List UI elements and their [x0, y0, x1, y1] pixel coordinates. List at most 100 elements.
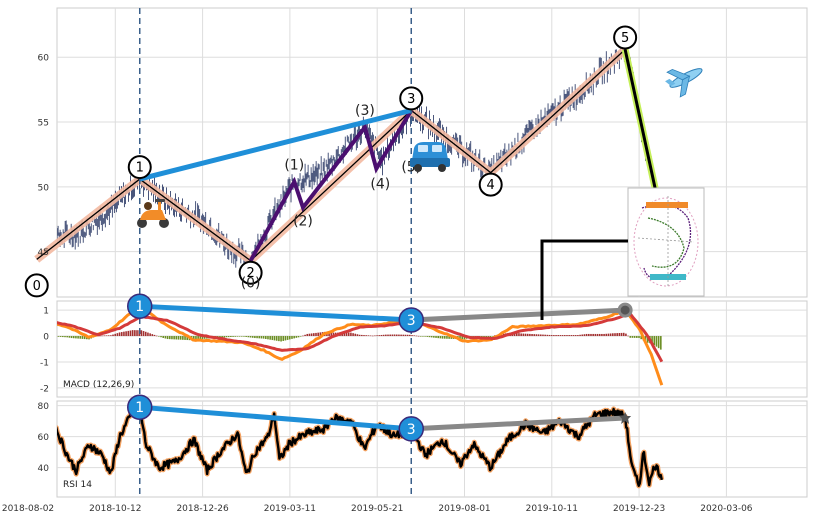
y-tick-label: -1 — [40, 358, 49, 368]
histogram-bar — [609, 333, 612, 337]
x-tick-label: 2020-03-06 — [700, 504, 753, 514]
histogram-bar — [319, 332, 322, 337]
histogram-bar — [544, 334, 546, 337]
histogram-bar — [49, 336, 51, 337]
histogram-bar — [186, 336, 189, 341]
x-tick-label: 2018-08-02 — [2, 504, 54, 514]
histogram-bar — [406, 334, 409, 337]
histogram-bar — [317, 332, 319, 337]
histogram-bar — [542, 334, 544, 337]
histogram-bar — [404, 334, 407, 337]
histogram-bar — [430, 336, 433, 338]
histogram-bar — [463, 336, 466, 340]
histogram-bar — [380, 334, 383, 337]
histogram-bar — [278, 336, 280, 342]
y-tick-label: -2 — [40, 384, 49, 394]
histogram-bar — [603, 333, 605, 337]
y-tick-label: 1 — [43, 307, 49, 317]
histogram-bar — [249, 336, 252, 338]
histogram-bar — [522, 333, 525, 337]
histogram-bar — [295, 336, 298, 338]
histogram-bar — [385, 334, 387, 337]
tick-layer: 2018-08-02 2018-10-12 2018-12-26 2019-03-11… — [2, 54, 753, 514]
histogram-bar — [598, 333, 601, 337]
histogram-bar — [155, 335, 158, 337]
histogram-bar — [221, 336, 223, 338]
histogram-bar — [594, 333, 597, 337]
histogram-bar — [489, 336, 492, 337]
histogram-bar — [526, 333, 529, 337]
wave-marker-4 — [478, 172, 503, 197]
histogram-bar — [260, 336, 263, 339]
histogram-bar — [179, 336, 182, 340]
histogram-bar — [561, 335, 564, 337]
y-tick-label: 55 — [38, 119, 49, 129]
x-tick-label: 2019-05-21 — [351, 504, 403, 514]
histogram-bar — [651, 336, 653, 344]
histogram-bar — [151, 334, 154, 337]
histogram-bar — [636, 336, 638, 338]
histogram-bar — [75, 336, 77, 339]
histogram-bar — [424, 336, 426, 337]
histogram-bar — [369, 335, 372, 337]
wave-label: 2 — [246, 266, 254, 281]
histogram-bar — [328, 332, 330, 337]
histogram-bar — [306, 333, 309, 337]
histogram-bar — [168, 336, 171, 340]
scooter-icon — [137, 199, 169, 228]
histogram-bar — [308, 333, 311, 337]
histogram-bar — [243, 336, 245, 337]
histogram-bar — [622, 332, 625, 337]
y-tick-label: 80 — [38, 402, 50, 412]
histogram-bar — [653, 336, 656, 346]
histogram-bar — [160, 336, 162, 338]
histogram-bar — [34, 335, 36, 336]
macd-marker-label: 1 — [135, 299, 144, 315]
histogram-bar — [127, 330, 130, 337]
histogram-bar — [398, 334, 400, 337]
histogram-bar — [230, 336, 232, 337]
histogram-bar — [120, 332, 123, 337]
rsi-extension-line — [411, 415, 626, 432]
histogram-bar — [483, 336, 485, 338]
histogram-bar — [657, 336, 660, 349]
x-tick-label: 2019-03-11 — [264, 504, 316, 514]
histogram-bar — [291, 336, 293, 339]
histogram-bar — [332, 332, 335, 337]
histogram-bar — [435, 336, 437, 338]
histogram-bar — [289, 336, 291, 340]
histogram-bar — [297, 336, 300, 338]
histogram-bar — [269, 336, 271, 340]
rsi-extension-star — [619, 412, 632, 425]
histogram-bar — [350, 332, 352, 337]
histogram-bar — [605, 333, 608, 337]
histogram-bar — [631, 336, 634, 338]
y-tick-label: 60 — [38, 433, 50, 443]
histogram-bar — [29, 335, 31, 337]
histogram-bar — [491, 336, 494, 337]
rsi-marker-1 — [126, 394, 153, 420]
histogram-bar — [271, 336, 274, 341]
histogram-bar — [105, 335, 108, 337]
histogram-bar — [627, 335, 629, 337]
histogram-bar — [459, 336, 461, 340]
histogram-bar — [415, 335, 418, 337]
histogram-bar — [70, 336, 73, 339]
price-divergence-line — [139, 107, 412, 182]
histogram-bar — [315, 332, 317, 337]
histogram-bar — [27, 334, 29, 336]
histogram-bar — [633, 336, 636, 338]
wave-marker-1 — [127, 155, 152, 180]
histogram-bar — [363, 335, 365, 337]
histogram-bar — [640, 336, 642, 340]
histogram-bar — [382, 334, 385, 337]
histogram-bar — [131, 330, 134, 337]
histogram-bar — [62, 336, 64, 338]
histogram-bar — [112, 334, 114, 337]
histogram-bar — [518, 333, 520, 337]
macd-extension-dot — [617, 302, 633, 318]
histogram-bar — [618, 333, 621, 337]
histogram-bar — [409, 334, 411, 337]
histogram-bar — [590, 333, 592, 337]
